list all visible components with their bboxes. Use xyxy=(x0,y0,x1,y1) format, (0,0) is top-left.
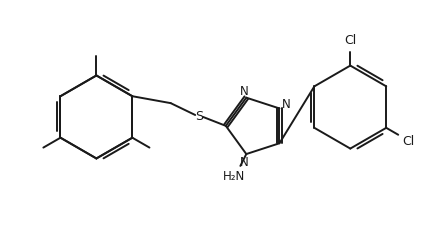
Text: H₂N: H₂N xyxy=(223,169,246,183)
Text: Cl: Cl xyxy=(402,135,415,147)
Text: S: S xyxy=(195,110,203,123)
Text: N: N xyxy=(239,155,248,168)
Text: Cl: Cl xyxy=(344,34,357,47)
Text: N: N xyxy=(239,84,248,97)
Text: N: N xyxy=(281,98,290,111)
